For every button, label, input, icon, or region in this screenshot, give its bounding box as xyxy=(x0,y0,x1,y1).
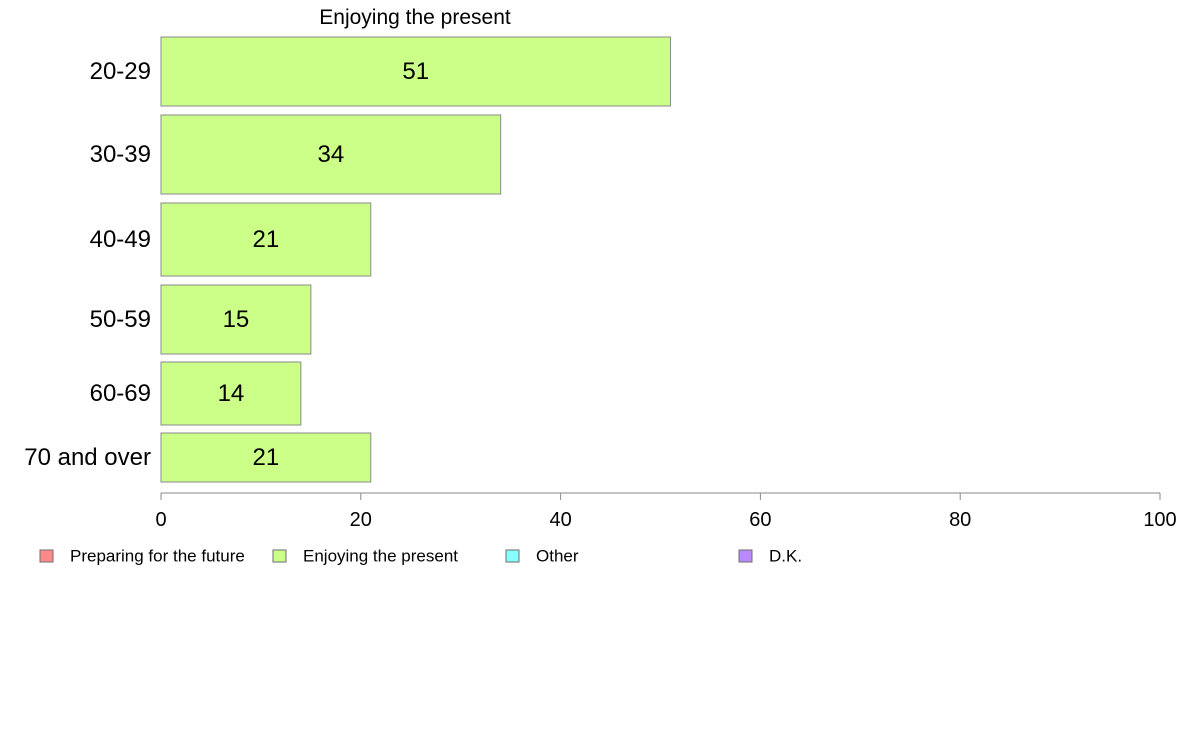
legend-label: Enjoying the present xyxy=(303,547,458,566)
bar-group: 51 20-29 34 30-39 21 40-49 15 50-59 14 60-69 21 70 … xyxy=(24,36,671,483)
legend-label: D.K. xyxy=(769,547,802,566)
category-label: 20-29 xyxy=(90,58,151,85)
bar-30-39 xyxy=(160,114,502,195)
bar-70-and-over xyxy=(160,432,372,483)
category-label: 30-39 xyxy=(90,141,151,168)
legend-swatch xyxy=(272,549,287,563)
category-label: 40-49 xyxy=(90,226,151,253)
category-label: 70 and over xyxy=(24,444,151,471)
bar-60-69 xyxy=(160,361,302,426)
bar-value-label: 34 xyxy=(317,141,344,168)
bar-value-label: 15 xyxy=(223,306,250,333)
legend-label: Preparing for the future xyxy=(70,547,245,566)
bar-value-label: 51 xyxy=(402,58,429,85)
x-tick-label: 40 xyxy=(549,509,571,531)
legend-label: Other xyxy=(536,547,579,566)
bar-value-label: 21 xyxy=(253,444,280,471)
chart-title: Enjoying the present xyxy=(319,6,511,29)
bar-value-label: 14 xyxy=(218,380,245,407)
bar-50-59 xyxy=(160,284,312,355)
x-axis: 0 20 40 60 80 100 xyxy=(155,492,1177,531)
bar-value-label: 21 xyxy=(253,226,280,253)
x-tick-label: 80 xyxy=(949,509,971,531)
legend: Preparing for the future Enjoying the pre… xyxy=(39,547,802,566)
x-tick-label: 60 xyxy=(749,509,771,531)
x-tick-label: 0 xyxy=(155,509,166,531)
x-tick-label: 100 xyxy=(1143,509,1176,531)
bar-40-49 xyxy=(160,202,372,277)
legend-swatch xyxy=(738,549,753,563)
bar-20-29 xyxy=(160,36,671,107)
category-label: 60-69 xyxy=(90,380,151,407)
legend-swatch xyxy=(39,549,54,563)
x-tick-label: 20 xyxy=(350,509,372,531)
category-label: 50-59 xyxy=(90,306,151,333)
legend-swatch xyxy=(505,549,520,563)
